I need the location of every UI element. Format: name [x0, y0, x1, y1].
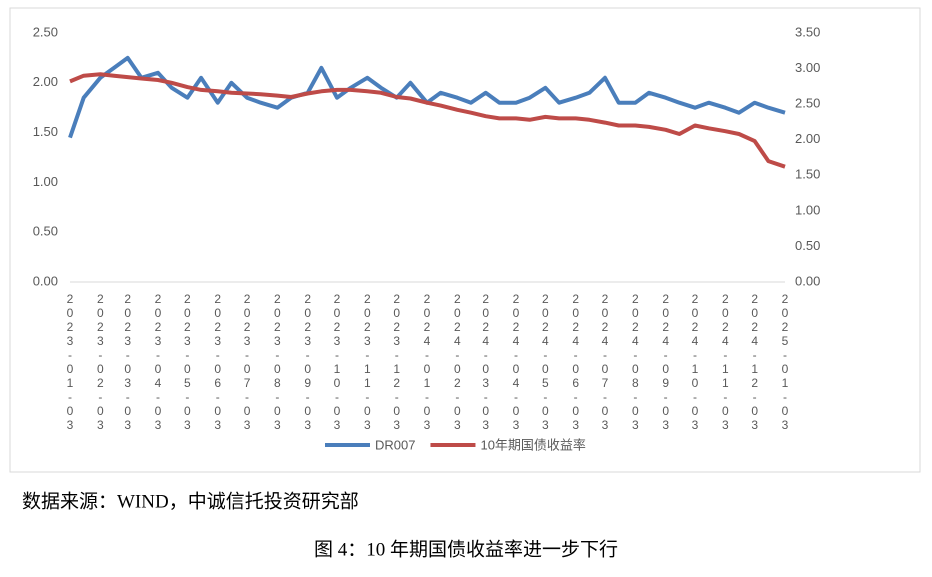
y2-tick-label: 3.50 — [795, 24, 820, 39]
legend-label: DR007 — [375, 437, 415, 452]
x-tick-label: 2024-11-03 — [718, 292, 732, 432]
x-tick-label: 2024-01-03 — [420, 292, 434, 432]
y-tick-label: 1.00 — [33, 174, 58, 189]
x-tick-label: 2023-06-03 — [211, 292, 225, 432]
x-tick-label: 2024-12-03 — [748, 292, 762, 432]
y-tick-label: 1.50 — [33, 124, 58, 139]
y2-tick-label: 3.00 — [795, 60, 820, 75]
chart-frame — [9, 7, 921, 473]
source-note: 数据来源：WIND，中诚信托投资研究部 — [22, 490, 359, 512]
y2-tick-label: 0.50 — [795, 238, 820, 253]
x-tick-label: 2024-08-03 — [628, 292, 642, 432]
x-tick-label: 2024-10-03 — [688, 292, 702, 432]
x-tick-label: 2023-09-03 — [301, 292, 315, 432]
y-tick-label: 0.50 — [33, 224, 58, 239]
y2-tick-label: 1.00 — [795, 202, 820, 217]
y2-tick-label: 1.50 — [795, 167, 820, 182]
x-tick-label: 2024-06-03 — [569, 292, 583, 432]
x-tick-label: 2023-10-03 — [330, 292, 344, 432]
figure-caption: 图 4：10 年期国债收益率进一步下行 — [314, 538, 618, 560]
x-tick-label: 2024-03-03 — [479, 292, 493, 432]
y-tick-label: 2.50 — [33, 24, 58, 39]
x-tick-label: 2023-01-03 — [63, 292, 77, 432]
x-tick-label: 2023-08-03 — [270, 292, 284, 432]
y2-tick-label: 0.00 — [795, 273, 820, 288]
x-tick-label: 2024-02-03 — [450, 292, 464, 432]
y-tick-label: 0.00 — [33, 273, 58, 288]
x-tick-label: 2023-05-03 — [180, 292, 194, 432]
x-tick-label: 2023-04-03 — [151, 292, 165, 432]
x-tick-label: 2023-02-03 — [93, 292, 107, 432]
x-tick-label: 2023-12-03 — [390, 292, 404, 432]
y-tick-label: 2.00 — [33, 74, 58, 89]
x-tick-label: 2024-09-03 — [659, 292, 673, 432]
legend-label: 10年期国债收益率 — [480, 437, 585, 452]
x-tick-label: 2023-03-03 — [121, 292, 135, 432]
series-line — [69, 72, 786, 169]
x-tick-label: 2024-05-03 — [538, 292, 552, 432]
x-tick-label: 2024-04-03 — [509, 292, 523, 432]
y2-tick-label: 2.00 — [795, 131, 820, 146]
x-tick-label: 2025-01-03 — [778, 292, 792, 432]
x-tick-label: 2023-11-03 — [360, 292, 374, 432]
y2-tick-label: 2.50 — [795, 96, 820, 111]
x-tick-label: 2023-07-03 — [240, 292, 254, 432]
x-tick-label: 2024-07-03 — [598, 292, 612, 432]
